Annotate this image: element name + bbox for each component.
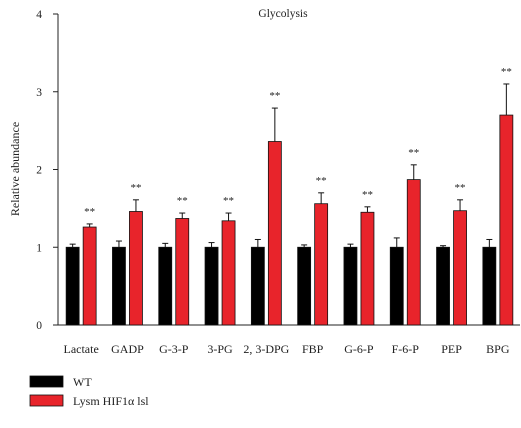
bar-lysm-6 (360, 211, 375, 326)
bar-lysm-2 (175, 218, 190, 326)
bar-wt-9 (482, 246, 497, 326)
bar-wt-7 (389, 246, 404, 326)
bar-lysm-9 (499, 114, 514, 326)
significance-marker: ** (223, 195, 234, 207)
significance-marker: ** (408, 147, 419, 159)
bar-lysm-5 (314, 203, 329, 326)
category-label: 3-PG (207, 342, 233, 356)
bar-lysm-4 (267, 141, 282, 326)
category-label: Lactate (63, 342, 98, 356)
legend: WT Lysm HIF1α lsl (29, 375, 149, 408)
significance-markers: ** ** ** ** ** ** ** ** ** ** (84, 66, 512, 218)
bar-wt-6 (343, 246, 358, 326)
bar-lysm-3 (221, 220, 236, 326)
bar-wt-5 (297, 246, 312, 326)
bar-lysm-8 (453, 210, 467, 326)
bar-wt-3 (204, 246, 219, 326)
y-axis-label: Relative abundance (8, 122, 22, 216)
legend-label-wt: WT (73, 375, 92, 389)
chart-title: Glycolysis (258, 8, 308, 20)
significance-marker: ** (84, 206, 95, 218)
bar-lysm-1 (129, 211, 143, 326)
y-tick-label: 3 (36, 87, 42, 99)
significance-marker: ** (177, 195, 188, 207)
y-tick-label: 1 (36, 242, 42, 254)
bar-lysm-0 (82, 226, 97, 326)
significance-marker: ** (455, 182, 466, 194)
category-label: BPG (486, 342, 510, 356)
significance-marker: ** (316, 175, 327, 187)
bar-wt-0 (65, 246, 80, 326)
y-ticks: 0 1 2 3 4 (36, 9, 58, 332)
significance-marker: ** (362, 189, 373, 201)
category-labels: Lactate GADP G-3-P 3-PG 2, 3-DPG FBP G-6-P F-6-… (63, 342, 509, 356)
bars-group (65, 114, 514, 326)
bar-wt-1 (112, 246, 126, 326)
category-label: G-3-P (159, 342, 189, 356)
legend-swatch-wt (29, 375, 64, 388)
y-tick-label: 0 (36, 320, 42, 332)
legend-swatch-lysm (29, 394, 64, 407)
bar-wt-2 (158, 246, 173, 326)
bar-wt-4 (250, 246, 265, 326)
bar-lysm-7 (406, 179, 421, 326)
category-label: PEP (441, 342, 462, 356)
y-tick-label: 2 (36, 165, 42, 177)
category-label: 2, 3-DPG (243, 342, 289, 356)
category-label: F-6-P (392, 342, 420, 356)
category-label: FBP (302, 342, 324, 356)
significance-marker: ** (269, 90, 280, 102)
legend-label-lysm: Lysm HIF1α lsl (73, 394, 149, 408)
y-tick-label: 4 (36, 9, 42, 21)
category-label: GADP (111, 342, 144, 356)
significance-marker: ** (501, 66, 512, 78)
error-bars-group (69, 83, 510, 248)
category-label: G-6-P (344, 342, 374, 356)
bar-wt-8 (436, 246, 450, 326)
significance-marker: ** (130, 182, 141, 194)
